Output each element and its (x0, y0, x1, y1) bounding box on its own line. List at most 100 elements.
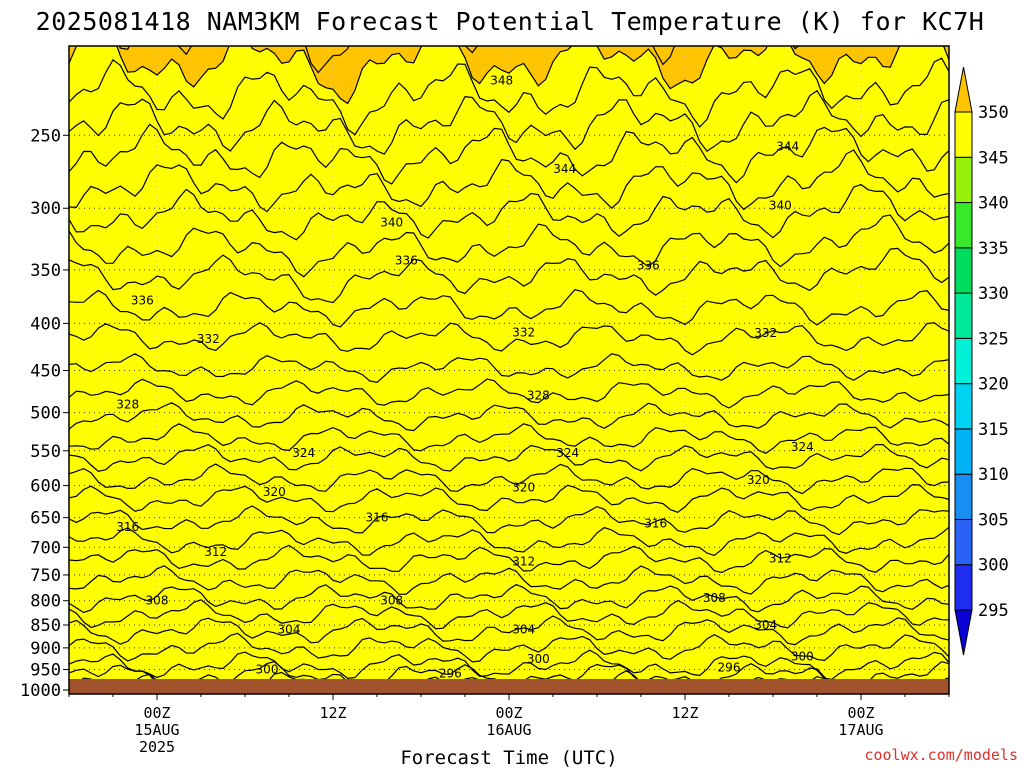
contour-306 (69, 599, 949, 630)
ground-surface (69, 679, 949, 694)
y-tick-label: 300 (30, 199, 61, 219)
contour-318 (69, 483, 949, 513)
contour-label: 332 (197, 332, 220, 346)
x-tick-label: 12Z (319, 704, 346, 722)
contour-label: 312 (512, 554, 535, 568)
contour-316 (69, 505, 949, 536)
contour-label: 312 (204, 545, 227, 559)
contour-label: 308 (146, 594, 169, 608)
contour-label: 320 (263, 485, 286, 499)
colorbar-label: 310 (978, 465, 1009, 485)
contour-342 (69, 149, 949, 213)
theta-band-345-350 (69, 46, 949, 694)
colorbar-label: 305 (978, 510, 1009, 530)
contour-348 (69, 57, 949, 136)
contour-label: 296 (718, 660, 741, 674)
y-tick-label: 850 (30, 616, 61, 636)
contour-label: 308 (380, 594, 403, 608)
contour-300 (69, 649, 949, 681)
contour-322 (69, 444, 949, 472)
colorbar-swatch (954, 292, 973, 339)
contour-label: 316 (366, 511, 389, 525)
contour-304 (69, 615, 949, 646)
contour-328 (69, 378, 949, 409)
colorbar-label: 325 (978, 329, 1009, 349)
contour-label: 304 (512, 623, 535, 637)
contour-label: 308 (703, 591, 726, 605)
contour-label: 320 (512, 481, 535, 495)
colorbar-swatch (954, 202, 973, 249)
y-tick-label: 800 (30, 592, 61, 612)
contour-label: 328 (527, 388, 550, 402)
y-tick-label: 950 (30, 660, 61, 680)
contour-350 (69, 46, 949, 105)
y-tick-label: 400 (30, 314, 61, 334)
plot-area: 348 344 344 340 340 336 336 336 332 332 332 328 328 3… (69, 46, 949, 694)
y-tick-label: 650 (30, 509, 61, 529)
x-tick-label: 12Z (671, 704, 698, 722)
contour-label: 340 (380, 216, 403, 230)
x-tick-label: 16AUG (486, 721, 531, 739)
contour-label: 324 (292, 446, 315, 460)
colorbar-label: 320 (978, 375, 1009, 395)
contour-label: 312 (769, 552, 792, 566)
y-axis: 250 300 350 400 450 500 550 600 650 700 750 800 850 9… (20, 126, 69, 701)
y-tick-label: 550 (30, 442, 61, 462)
contour-labels: 348 344 344 340 340 336 336 336 332 332 332 328 328 3… (116, 73, 814, 681)
x-tick-label: 17AUG (838, 721, 883, 739)
colorbar-swatch (954, 247, 973, 294)
contour-334 (69, 289, 949, 328)
contour-336 (69, 247, 949, 304)
contour-label: 316 (644, 517, 667, 531)
y-tick-label: 500 (30, 404, 61, 424)
y-tick-label: 450 (30, 361, 61, 381)
y-tick-label: 600 (30, 477, 61, 497)
colorbar-swatch (954, 473, 973, 520)
colorbar-swatch (954, 518, 973, 566)
contour-314 (69, 526, 949, 557)
y-tick-label: 250 (30, 126, 61, 146)
contour-302 (69, 632, 949, 663)
colorbar-swatch (954, 383, 973, 430)
contour-label: 344 (553, 162, 576, 176)
contour-320 (69, 463, 949, 495)
colorbar-label: 295 (978, 601, 1009, 621)
contour-label: 320 (747, 473, 770, 487)
contour-label: 332 (754, 326, 777, 340)
contour-label: 340 (769, 199, 792, 213)
y-tick-label: 750 (30, 566, 61, 586)
contour-label: 348 (490, 73, 513, 87)
contour-332 (69, 322, 949, 356)
y-tick-label: 1000 (20, 681, 61, 701)
contour-label: 332 (512, 325, 535, 339)
theta-fill-layer (69, 46, 949, 694)
colorbar-swatch (954, 337, 973, 385)
colorbar-label: 330 (978, 284, 1009, 304)
contour-label: 324 (556, 446, 579, 460)
contour-340 (69, 183, 949, 241)
colorbar-swatch (954, 156, 973, 204)
contour-338 (69, 214, 949, 278)
contour-308 (69, 583, 949, 614)
contour-label: 300 (256, 662, 279, 676)
colorbar-label: 340 (978, 194, 1009, 214)
contour-326 (69, 402, 949, 432)
contour-310 (69, 565, 949, 595)
contour-label: 304 (278, 623, 301, 637)
colorbar: 350 345 340 335 330 325 320 315 310 305 300 295 (954, 66, 1009, 656)
x-tick-label: 00Z (495, 704, 522, 722)
colorbar-top-arrow (954, 66, 973, 113)
y-tick-label: 350 (30, 261, 61, 281)
contour-label: 336 (637, 258, 660, 272)
contour-label: 296 (439, 667, 462, 681)
colorbar-label: 350 (978, 103, 1009, 123)
x-tick-label: 15AUG (134, 721, 179, 739)
contour-label: 336 (395, 254, 418, 268)
contour-324 (69, 423, 949, 454)
contour-344 (69, 123, 949, 185)
colorbar-swatch (954, 428, 973, 475)
chart-title: 2025081418 NAM3KM Forecast Potential Tem… (36, 7, 985, 36)
contour-label: 336 (131, 294, 154, 308)
